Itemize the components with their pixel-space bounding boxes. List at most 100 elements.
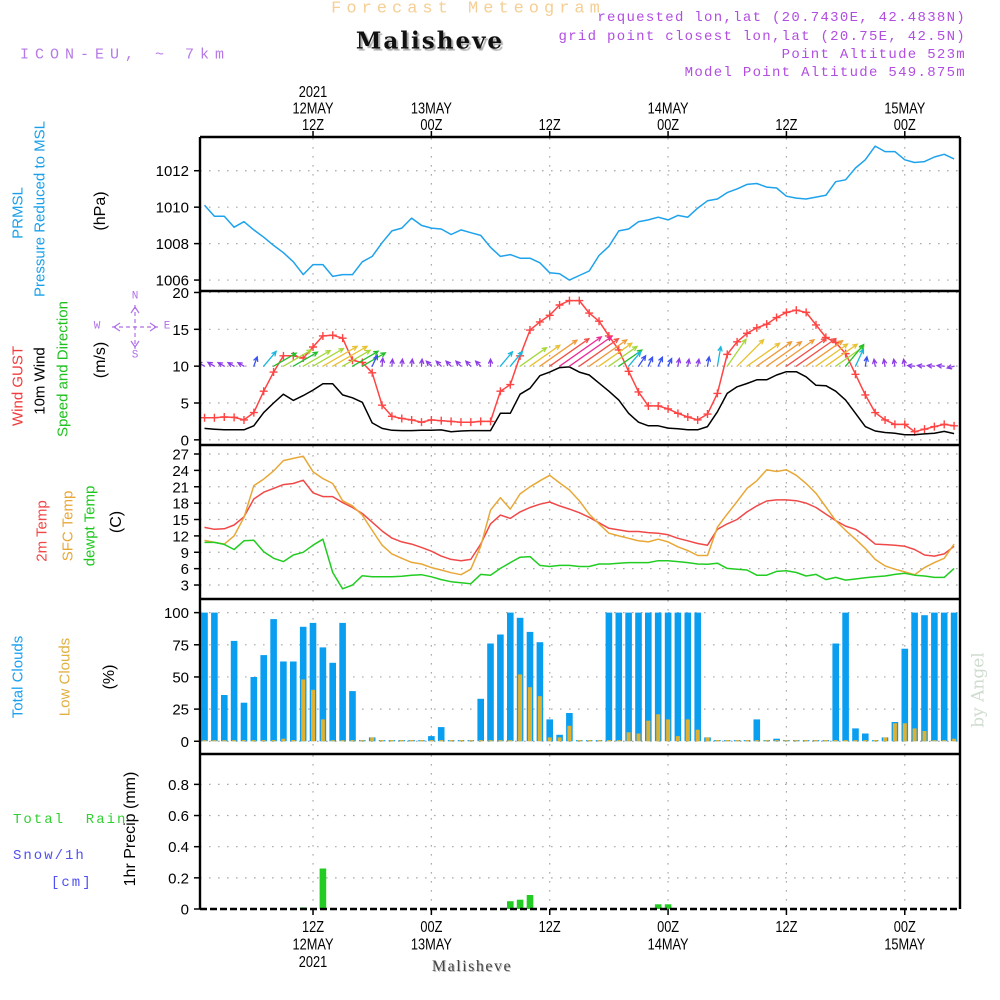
chart-marks — [200, 145, 959, 909]
wind-arrow-icon — [695, 357, 701, 367]
bar-low-clouds — [636, 733, 641, 742]
gust-marker — [447, 417, 456, 426]
bar-low-clouds — [577, 740, 582, 742]
y-tick-label: 15 — [172, 512, 189, 529]
bar-total-clouds — [654, 612, 662, 742]
bar-low-clouds — [745, 740, 749, 742]
bar-low-clouds — [439, 740, 444, 742]
gust-marker — [930, 422, 939, 431]
bar-low-clouds — [242, 740, 246, 742]
wind-gust-label: Wind GUST — [9, 345, 27, 427]
gust-marker — [683, 413, 692, 421]
temp-sfc-label: SFC Temp — [59, 490, 77, 562]
x-tick-label-top: 12Z — [775, 117, 797, 135]
wind-arrow-icon — [409, 357, 415, 367]
gust-marker — [624, 367, 633, 376]
y-tick-label: 20 — [172, 285, 189, 302]
bar-low-clouds — [873, 740, 878, 742]
bar-total-clouds — [280, 661, 287, 742]
wind-arrow-icon — [206, 361, 216, 367]
bar-low-clouds — [804, 740, 809, 742]
wind-arrow-icon — [815, 343, 849, 367]
x-tick-label-bottom: 12MAY — [293, 936, 334, 954]
gust-marker — [920, 425, 929, 434]
compass-south-label: S — [131, 349, 139, 362]
wind-arrow-icon — [263, 350, 278, 367]
wind-arrow-icon — [766, 340, 803, 367]
x-tick-label-bottom: 12Z — [539, 919, 561, 937]
wind-arrow-icon — [726, 338, 747, 367]
wind-arrow-icon — [598, 342, 634, 367]
wind-arrow-icon — [341, 349, 372, 367]
bar-total-clouds — [250, 677, 258, 742]
wind-arrow-icon — [539, 339, 579, 367]
gust-marker — [752, 323, 761, 332]
bar-low-clouds — [902, 723, 907, 742]
wind-arrow-icon — [627, 350, 642, 367]
bar-total-clouds — [842, 612, 849, 742]
x-tick-label-top: 12MAY — [293, 100, 334, 118]
bar-low-clouds — [922, 731, 927, 742]
gust-marker — [417, 418, 426, 427]
wind-arrow-icon — [371, 353, 378, 367]
bar-low-clouds — [784, 740, 789, 742]
bar-low-clouds — [360, 740, 365, 742]
wind-arrow-icon — [667, 357, 673, 367]
gust-marker — [309, 343, 318, 351]
y-tick-label: 1010 — [156, 200, 189, 217]
wind-arrow-icon — [935, 363, 945, 369]
gust-marker — [407, 415, 416, 424]
gust-marker — [378, 401, 387, 410]
bar-low-clouds — [547, 737, 552, 742]
bar-total-clouds — [270, 619, 277, 742]
y-tick-label: 50 — [172, 669, 189, 686]
gust-marker — [772, 313, 781, 322]
bar-total-rain — [319, 868, 327, 909]
bar-low-clouds — [616, 740, 621, 742]
wind-arrow-icon — [454, 360, 462, 367]
series-line-dewpt-temp — [204, 538, 955, 590]
gust-marker — [693, 415, 702, 424]
gust-marker — [654, 401, 663, 410]
bar-total-clouds — [428, 736, 435, 742]
point-altitude: Point Altitude 523m — [781, 47, 966, 63]
wind-arrow-icon — [657, 355, 664, 367]
bar-low-clouds — [261, 740, 266, 742]
bar-low-clouds — [794, 740, 799, 742]
bar-total-clouds — [497, 634, 504, 742]
temp-unit-label: (C) — [108, 510, 125, 534]
wind-arrow-icon — [292, 351, 319, 367]
wind-arrow-icon — [825, 343, 859, 367]
bar-low-clouds — [843, 740, 848, 742]
bar-low-clouds — [330, 740, 335, 742]
x-tick-label-bottom: 00Z — [657, 919, 679, 937]
precip-unit-label: 1hr Precip (mm) — [122, 771, 139, 887]
gust-marker — [200, 413, 209, 422]
x-tick-label-top: 15MAY — [884, 100, 925, 118]
wind-arrow-icon — [351, 350, 380, 367]
gust-marker — [673, 409, 682, 418]
wind-arrow-icon — [435, 360, 442, 367]
bar-low-clouds — [754, 740, 759, 742]
gust-marker — [890, 420, 899, 429]
compass-down-chevron-icon — [130, 340, 140, 349]
bar-total-clouds — [260, 655, 267, 742]
bar-low-clouds — [380, 740, 385, 742]
bar-total-clouds — [901, 648, 909, 742]
compass-west-label: W — [93, 320, 101, 333]
bar-total-clouds — [635, 612, 642, 742]
wind-arrow-icon — [637, 354, 647, 367]
gust-marker — [595, 317, 604, 326]
gust-marker — [792, 306, 801, 315]
y-tick-label: 75 — [172, 637, 189, 654]
gust-marker — [239, 415, 248, 424]
bar-low-clouds — [409, 740, 414, 742]
gust-marker — [703, 410, 712, 419]
wind-arrow-icon — [676, 357, 682, 367]
bar-low-clouds — [518, 674, 523, 742]
y-tick-label: 9 — [181, 545, 189, 562]
chart-title: Forecast Meteogram — [331, 0, 605, 19]
bar-low-clouds — [429, 740, 434, 742]
wind-arrow-icon — [487, 357, 494, 367]
